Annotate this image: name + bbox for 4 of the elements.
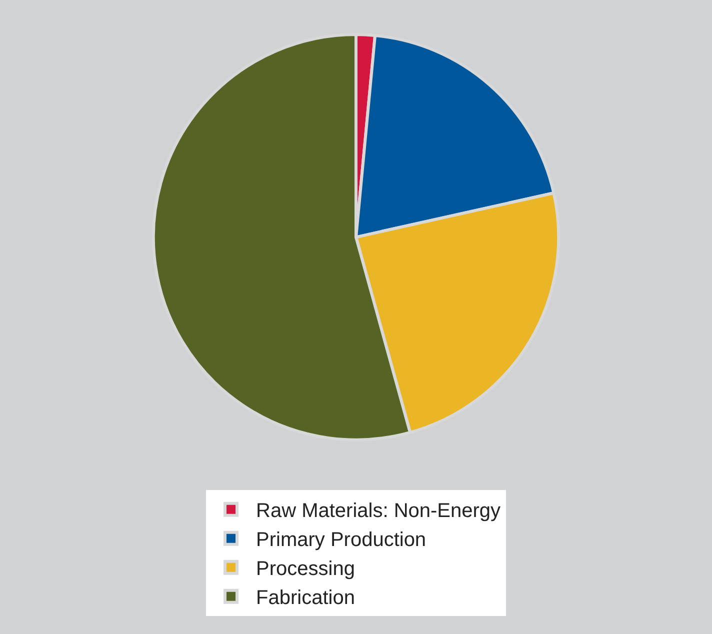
legend-label: Raw Materials: Non-Energy (256, 500, 501, 522)
legend-label: Processing (256, 558, 355, 580)
legend-label: Primary Production (256, 529, 426, 552)
legend-label: Fabrication (256, 587, 355, 610)
